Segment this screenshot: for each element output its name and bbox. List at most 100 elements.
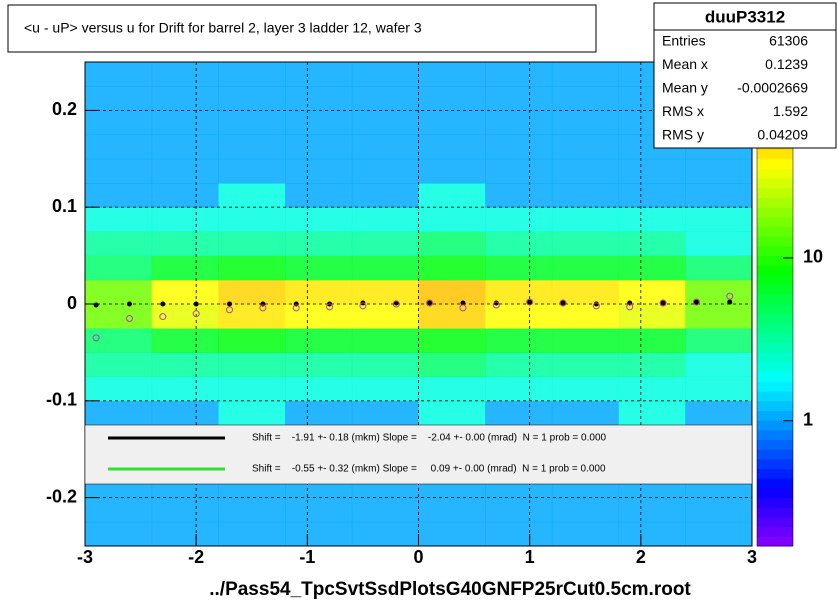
heat-cell — [351, 400, 419, 426]
heat-cell — [618, 304, 686, 329]
profile-point — [227, 301, 233, 307]
profile-point — [527, 299, 533, 305]
heat-cell — [151, 497, 219, 523]
heat-cell — [351, 62, 419, 87]
profile-circle — [259, 304, 267, 312]
heat-cell — [618, 231, 686, 257]
heat-cell — [418, 183, 486, 208]
heat-cell — [285, 376, 353, 402]
heat-cell — [85, 158, 153, 184]
heat-cell — [485, 134, 553, 160]
heat-cell — [485, 521, 553, 547]
heat-cell — [485, 376, 553, 402]
colorbar-step — [757, 458, 793, 470]
profile-point — [693, 299, 699, 305]
colorbar-step — [757, 536, 793, 547]
heat-cell — [85, 207, 153, 232]
z-tick-label: 1 — [803, 409, 813, 429]
heat-cell — [85, 110, 153, 136]
heat-cell — [618, 207, 686, 232]
legend-text: Shift = -0.55 +- 0.32 (mkm) Slope = 0.09… — [252, 464, 606, 475]
heat-cell — [551, 62, 620, 87]
stats-title: duuP3312 — [705, 7, 785, 26]
heat-cell — [351, 110, 419, 136]
heat-cell — [151, 86, 219, 111]
heat-cell — [285, 231, 353, 257]
colorbar-step — [757, 371, 793, 382]
heat-cell — [685, 231, 753, 257]
heat-cell — [285, 400, 353, 426]
x-tick-label: -1 — [299, 547, 315, 567]
colorbar-step — [757, 400, 793, 411]
colorbar-step — [757, 362, 793, 373]
heat-cell — [418, 304, 486, 329]
x-tick-label: 1 — [525, 547, 535, 567]
heat-cell — [285, 279, 353, 305]
colorbar-step — [757, 439, 793, 450]
colorbar-step — [757, 352, 793, 363]
colorbar-step — [757, 226, 793, 237]
heat-cell — [418, 207, 486, 232]
heat-cell — [151, 110, 219, 136]
heat-cell — [351, 304, 419, 329]
colorbar-step — [757, 333, 793, 344]
heat-cell — [685, 328, 753, 353]
heat-cell — [85, 352, 153, 378]
heat-cell — [285, 134, 353, 160]
heat-cell — [218, 183, 286, 208]
heat-cell — [85, 279, 153, 305]
heat-cell — [85, 521, 153, 547]
colorbar-step — [757, 178, 793, 189]
stats-label: RMS x — [662, 103, 704, 119]
heat-cell — [285, 158, 353, 184]
profile-circle — [526, 298, 534, 306]
colorbar-step — [757, 294, 793, 305]
stats-value: -0.0002669 — [737, 80, 808, 96]
heat-cell — [151, 62, 219, 87]
profile-point — [727, 299, 733, 305]
heat-cell — [285, 110, 353, 136]
profile-point — [193, 301, 199, 307]
heat-cell — [685, 376, 753, 402]
profile-point — [660, 300, 666, 306]
stats-value: 0.1239 — [765, 56, 808, 72]
heat-cell — [618, 521, 686, 547]
chart-title: <u - uP> versus u for Drift for barrel 2… — [24, 20, 422, 36]
heat-cell — [551, 183, 620, 208]
colorbar-step — [757, 216, 793, 228]
heat-cell — [218, 304, 286, 329]
stats-box — [653, 2, 837, 149]
heat-cell — [551, 352, 620, 378]
heat-cell — [351, 134, 419, 160]
heat-cell — [85, 304, 153, 329]
heat-cell — [85, 86, 153, 111]
heat-cell — [418, 328, 486, 353]
heat-cell — [551, 328, 620, 353]
heat-cell — [218, 255, 286, 281]
profile-circle — [492, 301, 500, 309]
stats-value: 61306 — [769, 33, 808, 49]
colorbar-step — [757, 187, 793, 199]
profile-circle — [226, 306, 234, 314]
heat-cell — [85, 497, 153, 523]
heat-cell — [285, 207, 353, 232]
heat-cell — [418, 158, 486, 184]
heat-cell — [151, 231, 219, 257]
heat-cell — [285, 183, 353, 208]
y-tick-label: 0.2 — [52, 99, 77, 119]
colorbar-step — [757, 516, 793, 528]
heat-cell — [418, 231, 486, 257]
heat-cell — [551, 207, 620, 232]
heat-cell — [218, 352, 286, 378]
heat-cell — [685, 304, 753, 329]
heat-cell — [418, 400, 486, 426]
heat-cell — [218, 62, 286, 87]
colorbar-step — [757, 449, 793, 460]
heat-cell — [418, 352, 486, 378]
heat-cell — [218, 231, 286, 257]
heat-cell — [685, 207, 753, 232]
heat-cell — [618, 255, 686, 281]
colorbar-step — [757, 507, 793, 518]
heat-cell — [685, 352, 753, 378]
